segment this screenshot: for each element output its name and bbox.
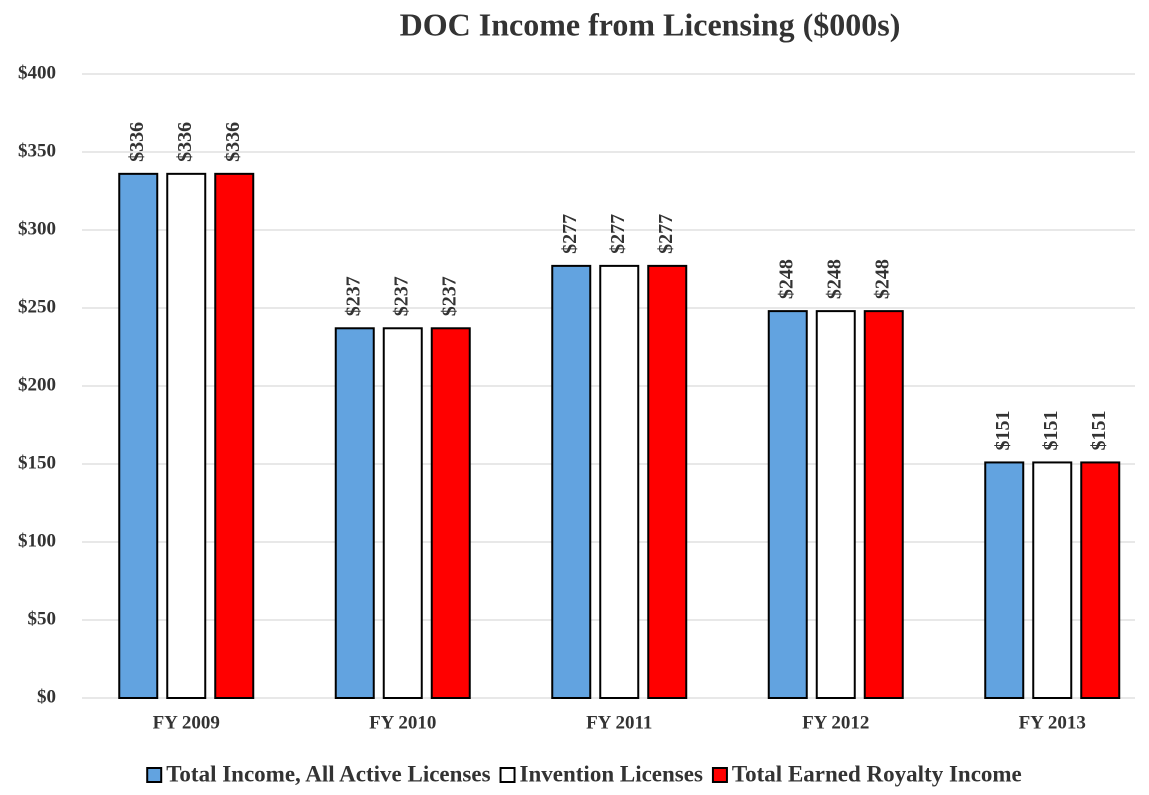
x-tick-label: FY 2012 — [802, 712, 869, 733]
y-tick-label: $300 — [18, 218, 56, 239]
bar — [863, 310, 904, 699]
bar — [599, 264, 640, 699]
data-label: $151 — [1088, 410, 1110, 450]
data-label: $277 — [607, 214, 629, 254]
bar — [430, 327, 471, 699]
data-label: $151 — [992, 410, 1014, 450]
legend: Total Income, All Active Licenses Inventi… — [146, 761, 1022, 786]
bar — [1032, 461, 1073, 699]
x-tick-label: FY 2009 — [153, 712, 220, 733]
bar — [984, 461, 1025, 699]
bar — [166, 172, 207, 699]
bar — [815, 310, 856, 699]
y-tick-label: $100 — [18, 530, 56, 551]
data-label: $248 — [871, 259, 893, 299]
x-tick-label: FY 2013 — [1019, 712, 1086, 733]
legend-swatch — [711, 767, 728, 783]
bar — [647, 264, 688, 699]
bar — [334, 327, 375, 699]
data-label: $277 — [655, 214, 677, 254]
data-label: $237 — [342, 276, 364, 316]
legend-label: Invention Licenses — [520, 761, 703, 786]
data-label: $336 — [126, 122, 148, 162]
legend-label: Total Earned Royalty Income — [732, 761, 1022, 786]
y-tick-label: $150 — [18, 452, 56, 473]
y-tick-label: $200 — [18, 374, 56, 395]
legend-swatch — [499, 767, 516, 783]
bar — [551, 264, 592, 699]
bar — [1080, 461, 1121, 699]
y-tick-label: $50 — [28, 608, 57, 629]
y-tick-label: $0 — [37, 686, 56, 707]
data-label: $151 — [1040, 410, 1062, 450]
data-label: $237 — [390, 276, 412, 316]
data-label: $336 — [174, 122, 196, 162]
legend-swatch — [146, 767, 163, 783]
bar — [214, 172, 255, 699]
bar — [767, 310, 808, 699]
x-tick-label: FY 2010 — [369, 712, 436, 733]
y-tick-label: $250 — [18, 296, 56, 317]
data-label: $336 — [222, 122, 244, 162]
data-label: $277 — [559, 214, 581, 254]
bar — [118, 172, 159, 699]
legend-label: Total Income, All Active Licenses — [166, 761, 490, 786]
y-tick-label: $400 — [18, 62, 56, 83]
bar — [382, 327, 423, 699]
data-label: $248 — [823, 259, 845, 299]
x-tick-label: FY 2011 — [586, 712, 652, 733]
chart-title: DOC Income from Licensing ($000s) — [400, 6, 901, 42]
data-label: $237 — [438, 276, 460, 316]
y-tick-label: $350 — [18, 140, 56, 161]
data-label: $248 — [775, 259, 797, 299]
